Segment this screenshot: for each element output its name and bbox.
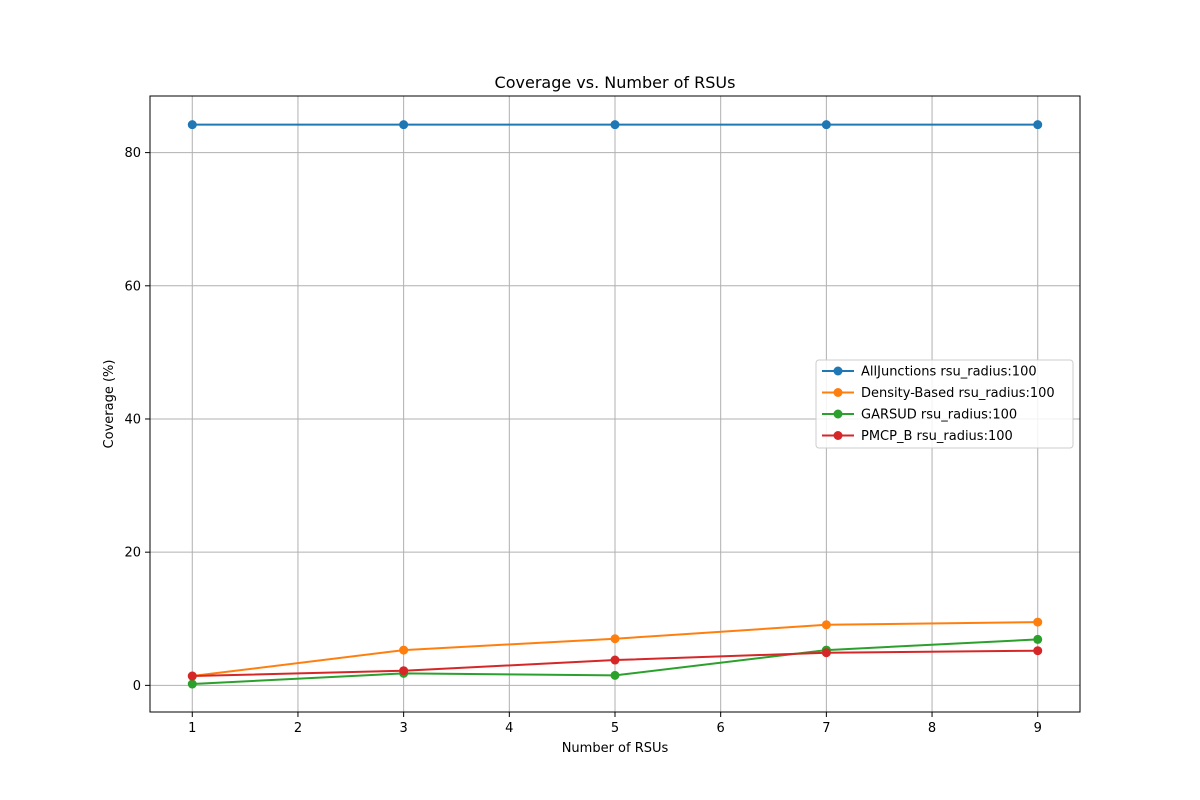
data-point bbox=[1033, 617, 1043, 627]
legend-swatch-marker bbox=[833, 409, 843, 419]
data-point bbox=[610, 634, 620, 644]
x-tick-label: 1 bbox=[188, 721, 196, 736]
y-tick-label: 40 bbox=[124, 412, 141, 427]
x-tick-label: 7 bbox=[822, 721, 830, 736]
y-axis-ticks: 0 20 40 60 80 bbox=[124, 146, 150, 694]
data-point bbox=[821, 620, 831, 630]
data-point bbox=[399, 666, 409, 676]
data-point bbox=[610, 670, 620, 680]
data-point bbox=[187, 120, 197, 130]
data-point bbox=[1033, 646, 1043, 656]
y-tick-label: 20 bbox=[124, 546, 141, 561]
data-point bbox=[821, 648, 831, 658]
x-tick-label: 6 bbox=[717, 721, 725, 736]
data-point bbox=[610, 655, 620, 665]
series-4 bbox=[187, 646, 1043, 681]
legend-box bbox=[815, 359, 1074, 449]
series-layer bbox=[187, 120, 1043, 689]
legend-swatch-marker bbox=[833, 366, 843, 376]
x-tick-label: 5 bbox=[611, 721, 619, 736]
legend-entry-label: Density-Based rsu_radius:100 bbox=[861, 386, 1055, 401]
legend-swatch-marker bbox=[833, 431, 843, 440]
data-point bbox=[1033, 634, 1043, 644]
data-point bbox=[399, 120, 409, 130]
y-tick-label: 60 bbox=[124, 279, 141, 294]
data-point bbox=[187, 679, 197, 689]
grid-lines bbox=[150, 96, 1080, 712]
x-tick-label: 8 bbox=[928, 721, 936, 736]
x-tick-label: 2 bbox=[294, 721, 302, 736]
data-point bbox=[187, 671, 197, 681]
series-1 bbox=[187, 120, 1043, 130]
y-axis-label: Coverage (%) bbox=[102, 360, 117, 449]
data-point bbox=[821, 120, 831, 130]
legend-entry-label: GARSUD rsu_radius:100 bbox=[861, 408, 1017, 423]
legend-swatch-marker bbox=[833, 388, 843, 397]
x-axis-label: Number of RSUs bbox=[562, 741, 669, 756]
chart-title: Coverage vs. Number of RSUs bbox=[495, 73, 736, 92]
x-tick-label: 3 bbox=[399, 721, 407, 736]
legend: AllJunctions rsu_radius:100 Density-Based… bbox=[815, 359, 1074, 449]
x-tick-label: 9 bbox=[1034, 721, 1042, 736]
x-tick-label: 4 bbox=[505, 721, 513, 736]
legend-entry-label: PMCP_B rsu_radius:100 bbox=[861, 429, 1013, 444]
data-point bbox=[610, 120, 620, 130]
data-point bbox=[399, 645, 409, 655]
data-point bbox=[1033, 120, 1043, 130]
legend-entry-label: AllJunctions rsu_radius:100 bbox=[861, 365, 1037, 380]
x-axis-ticks: 1 2 3 4 5 6 7 8 9 bbox=[188, 712, 1042, 736]
y-tick-label: 80 bbox=[124, 146, 141, 161]
y-tick-label: 0 bbox=[133, 679, 141, 694]
